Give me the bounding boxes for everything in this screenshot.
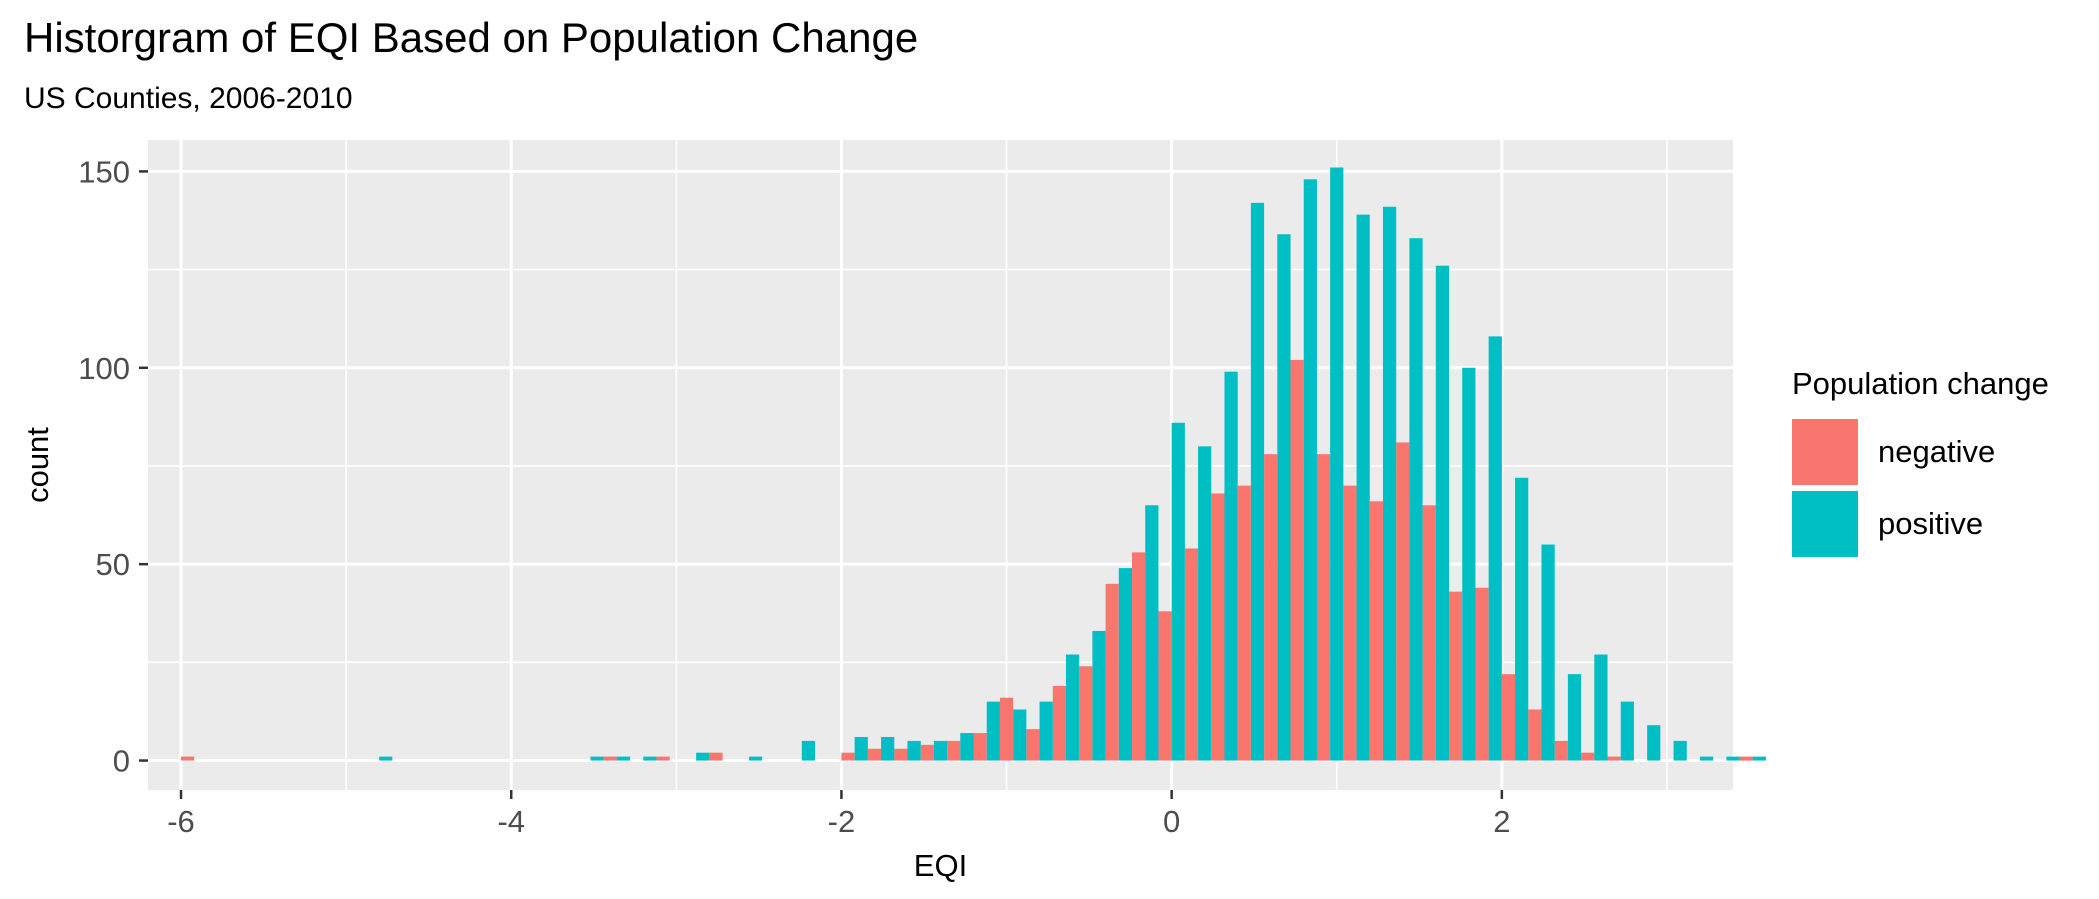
bar-positive xyxy=(801,740,816,761)
bar-negative xyxy=(709,752,723,761)
bar-positive xyxy=(696,752,710,761)
bar-negative xyxy=(894,748,908,761)
bar-negative xyxy=(947,740,961,761)
bar-positive xyxy=(1647,725,1661,761)
bar-positive xyxy=(1013,709,1027,761)
bar-positive xyxy=(1435,265,1450,761)
y-tick-label: 50 xyxy=(96,547,130,582)
bar-positive xyxy=(1356,214,1370,761)
bar-positive xyxy=(1039,701,1053,761)
bar-negative xyxy=(1369,501,1383,761)
y-tick-label: 100 xyxy=(78,351,130,386)
bar-negative xyxy=(1237,485,1251,761)
bar-negative xyxy=(1422,505,1436,761)
bar-negative xyxy=(1449,591,1463,761)
bar-positive xyxy=(616,756,631,761)
bar-positive xyxy=(1224,371,1238,761)
legend-label-positive: positive xyxy=(1878,506,1984,541)
bar-positive xyxy=(1752,756,1767,761)
legend-item-positive: positive xyxy=(1792,488,2049,560)
x-tick-label: -6 xyxy=(167,804,195,839)
bar-positive xyxy=(881,736,895,761)
bar-positive xyxy=(1065,654,1080,761)
bar-positive xyxy=(1277,234,1291,761)
x-tick-label: 0 xyxy=(1163,804,1180,839)
bar-negative xyxy=(1581,752,1595,761)
bar-positive xyxy=(933,740,948,761)
bar-negative xyxy=(1211,493,1225,761)
bar-positive xyxy=(1699,756,1714,761)
bar-positive xyxy=(1250,202,1265,761)
bar-positive xyxy=(1594,654,1608,761)
bar-negative xyxy=(973,733,987,761)
bar-negative xyxy=(1105,583,1119,761)
bar-positive xyxy=(1567,674,1582,761)
bar-negative xyxy=(1343,485,1357,761)
x-tick-label: -4 xyxy=(497,804,525,839)
bar-negative xyxy=(1158,611,1172,761)
bar-negative xyxy=(1079,666,1093,761)
chart-subtitle: US Counties, 2006-2010 xyxy=(24,82,353,115)
bar-negative xyxy=(1475,587,1489,761)
bar-positive xyxy=(1092,630,1106,761)
bar-positive xyxy=(986,701,1000,761)
legend-title: Population change xyxy=(1792,366,2049,401)
bar-negative xyxy=(1501,674,1516,761)
bar-negative xyxy=(1739,756,1753,761)
legend-key-positive xyxy=(1792,491,1858,557)
bar-negative xyxy=(920,744,934,761)
bar-positive xyxy=(1171,422,1185,761)
bar-negative xyxy=(181,756,195,761)
x-axis-title: EQI xyxy=(914,848,967,883)
chart-title: Historgram of EQI Based on Population Ch… xyxy=(24,14,919,61)
x-tick-label: -2 xyxy=(828,804,856,839)
legend-key-negative xyxy=(1792,419,1858,485)
bar-positive xyxy=(1673,740,1687,761)
bar-negative xyxy=(1132,552,1146,761)
y-tick-label: 0 xyxy=(113,744,130,779)
bar-positive xyxy=(1118,568,1133,761)
bar-positive xyxy=(1515,477,1529,761)
bar-positive xyxy=(748,756,763,761)
bar-positive xyxy=(1488,336,1502,761)
bar-positive xyxy=(1409,238,1423,761)
bar-positive xyxy=(590,756,604,761)
y-axis-title: count xyxy=(20,427,55,503)
bar-negative xyxy=(1052,685,1066,761)
legend-label-negative: negative xyxy=(1878,434,1996,469)
bar-negative xyxy=(1554,740,1568,761)
bar-positive xyxy=(1303,179,1317,761)
bar-positive xyxy=(854,736,868,761)
bar-negative xyxy=(1290,359,1304,761)
bar-positive xyxy=(1620,701,1634,761)
bar-negative xyxy=(841,752,855,761)
bar-negative xyxy=(999,697,1014,761)
y-tick-label: 150 xyxy=(78,154,130,189)
bar-negative xyxy=(656,756,670,761)
bar-positive xyxy=(907,740,921,761)
bar-negative xyxy=(1316,454,1331,761)
legend-item-negative: negative xyxy=(1792,416,2049,488)
bar-positive xyxy=(643,756,657,761)
bar-negative xyxy=(1184,548,1199,761)
bar-positive xyxy=(1330,167,1344,761)
bar-positive xyxy=(1145,505,1159,761)
legend: Population change negative positive xyxy=(1792,366,2049,560)
bar-negative xyxy=(1026,729,1040,761)
bar-positive xyxy=(1198,446,1212,761)
bar-negative xyxy=(1396,442,1410,761)
bar-negative xyxy=(867,748,882,761)
bar-positive xyxy=(1462,367,1476,761)
bar-positive xyxy=(960,733,974,761)
bar-positive xyxy=(1726,756,1740,761)
bar-positive xyxy=(379,756,393,761)
bar-negative xyxy=(1607,756,1621,761)
bar-negative xyxy=(603,756,617,761)
bar-negative xyxy=(1264,454,1278,761)
bar-positive xyxy=(1541,544,1555,761)
x-tick-label: 2 xyxy=(1493,804,1510,839)
bar-negative xyxy=(1528,709,1542,761)
bar-positive xyxy=(1382,206,1397,761)
